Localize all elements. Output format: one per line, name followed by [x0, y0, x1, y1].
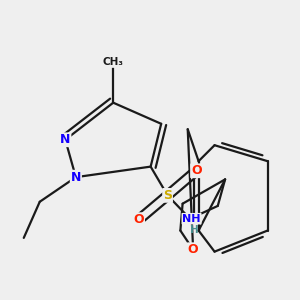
Text: H: H	[190, 225, 199, 235]
Text: S: S	[163, 189, 172, 202]
Text: NH: NH	[182, 214, 201, 224]
Text: O: O	[134, 213, 144, 226]
Text: N: N	[60, 133, 70, 146]
Text: O: O	[191, 164, 202, 177]
Text: CH₃: CH₃	[103, 57, 124, 67]
Text: N: N	[71, 171, 81, 184]
Text: O: O	[188, 243, 199, 256]
